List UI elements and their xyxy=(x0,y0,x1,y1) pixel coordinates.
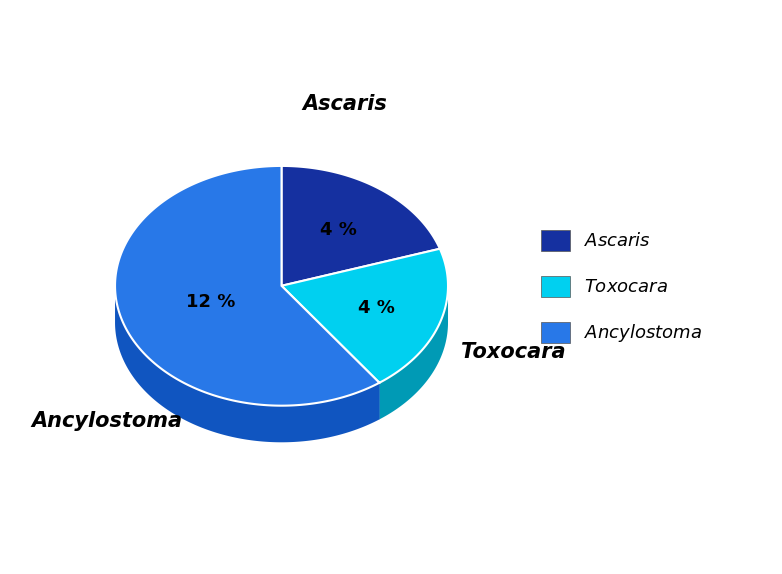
Text: 4 %: 4 % xyxy=(358,299,395,317)
Text: 4 %: 4 % xyxy=(320,220,357,239)
Polygon shape xyxy=(115,286,379,443)
Polygon shape xyxy=(282,286,379,420)
Text: Ancylostoma: Ancylostoma xyxy=(31,410,182,430)
Text: 12 %: 12 % xyxy=(185,293,235,312)
Polygon shape xyxy=(282,249,448,383)
Polygon shape xyxy=(115,166,379,406)
Polygon shape xyxy=(379,286,448,420)
Text: Ascaris: Ascaris xyxy=(303,94,387,114)
Legend: $\it{Ascaris}$, $\it{Toxocara}$, $\it{Ancylostoma}$: $\it{Ascaris}$, $\it{Toxocara}$, $\it{An… xyxy=(541,230,702,344)
Text: Toxocara: Toxocara xyxy=(461,343,566,362)
Polygon shape xyxy=(282,286,379,420)
Polygon shape xyxy=(282,166,439,286)
